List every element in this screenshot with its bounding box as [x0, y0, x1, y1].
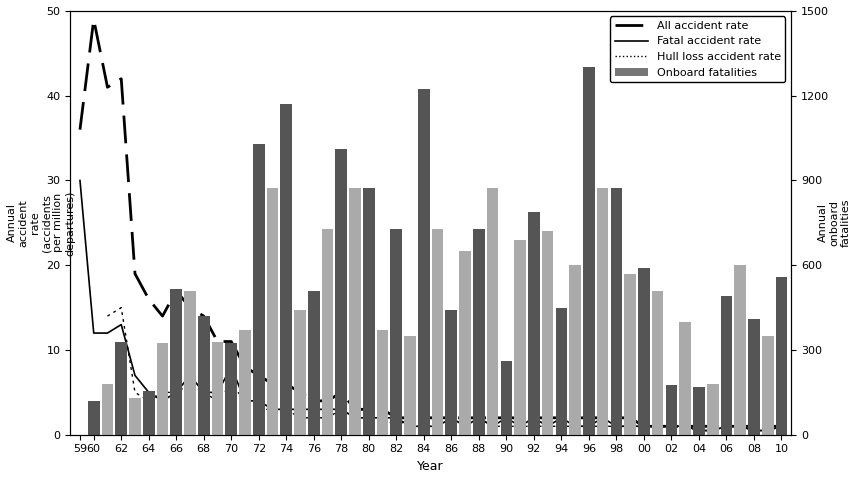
Bar: [171, 289, 182, 435]
Bar: [569, 265, 581, 435]
Bar: [680, 322, 691, 435]
Bar: [267, 188, 278, 435]
Bar: [322, 228, 334, 435]
Bar: [776, 276, 788, 435]
Bar: [101, 384, 113, 435]
Bar: [611, 188, 622, 435]
Bar: [308, 291, 320, 435]
Bar: [157, 343, 168, 435]
Bar: [514, 240, 526, 435]
Bar: [652, 291, 663, 435]
Bar: [363, 188, 375, 435]
Bar: [212, 342, 223, 435]
Bar: [486, 188, 498, 435]
Y-axis label: Annual
accident
rate
(accidents
per million
departures): Annual accident rate (accidents per mill…: [7, 190, 75, 255]
Bar: [432, 228, 444, 435]
Bar: [762, 336, 774, 435]
Bar: [748, 319, 760, 435]
Y-axis label: Annual
onboard
fatalities: Annual onboard fatalities: [818, 199, 851, 247]
Bar: [253, 144, 264, 435]
Bar: [88, 401, 100, 435]
Bar: [541, 231, 553, 435]
X-axis label: Year: Year: [417, 460, 444, 473]
Bar: [184, 291, 196, 435]
Bar: [583, 68, 595, 435]
Bar: [734, 265, 746, 435]
Bar: [404, 336, 416, 435]
Bar: [226, 343, 237, 435]
Bar: [377, 330, 389, 435]
Bar: [693, 387, 704, 435]
Bar: [473, 228, 485, 435]
Bar: [349, 188, 361, 435]
Bar: [445, 311, 457, 435]
Bar: [459, 251, 471, 435]
Bar: [500, 361, 512, 435]
Bar: [335, 149, 347, 435]
Bar: [666, 385, 677, 435]
Bar: [638, 268, 650, 435]
Bar: [528, 212, 540, 435]
Bar: [625, 274, 636, 435]
Bar: [198, 316, 209, 435]
Bar: [239, 330, 251, 435]
Bar: [555, 308, 567, 435]
Legend: All accident rate, Fatal accident rate, Hull loss accident rate, Onboard fatalit: All accident rate, Fatal accident rate, …: [610, 16, 785, 82]
Bar: [418, 89, 430, 435]
Bar: [281, 104, 292, 435]
Bar: [143, 391, 154, 435]
Bar: [294, 311, 306, 435]
Bar: [721, 296, 732, 435]
Bar: [390, 228, 402, 435]
Bar: [130, 398, 141, 435]
Bar: [707, 384, 718, 435]
Bar: [597, 188, 608, 435]
Bar: [115, 342, 127, 435]
